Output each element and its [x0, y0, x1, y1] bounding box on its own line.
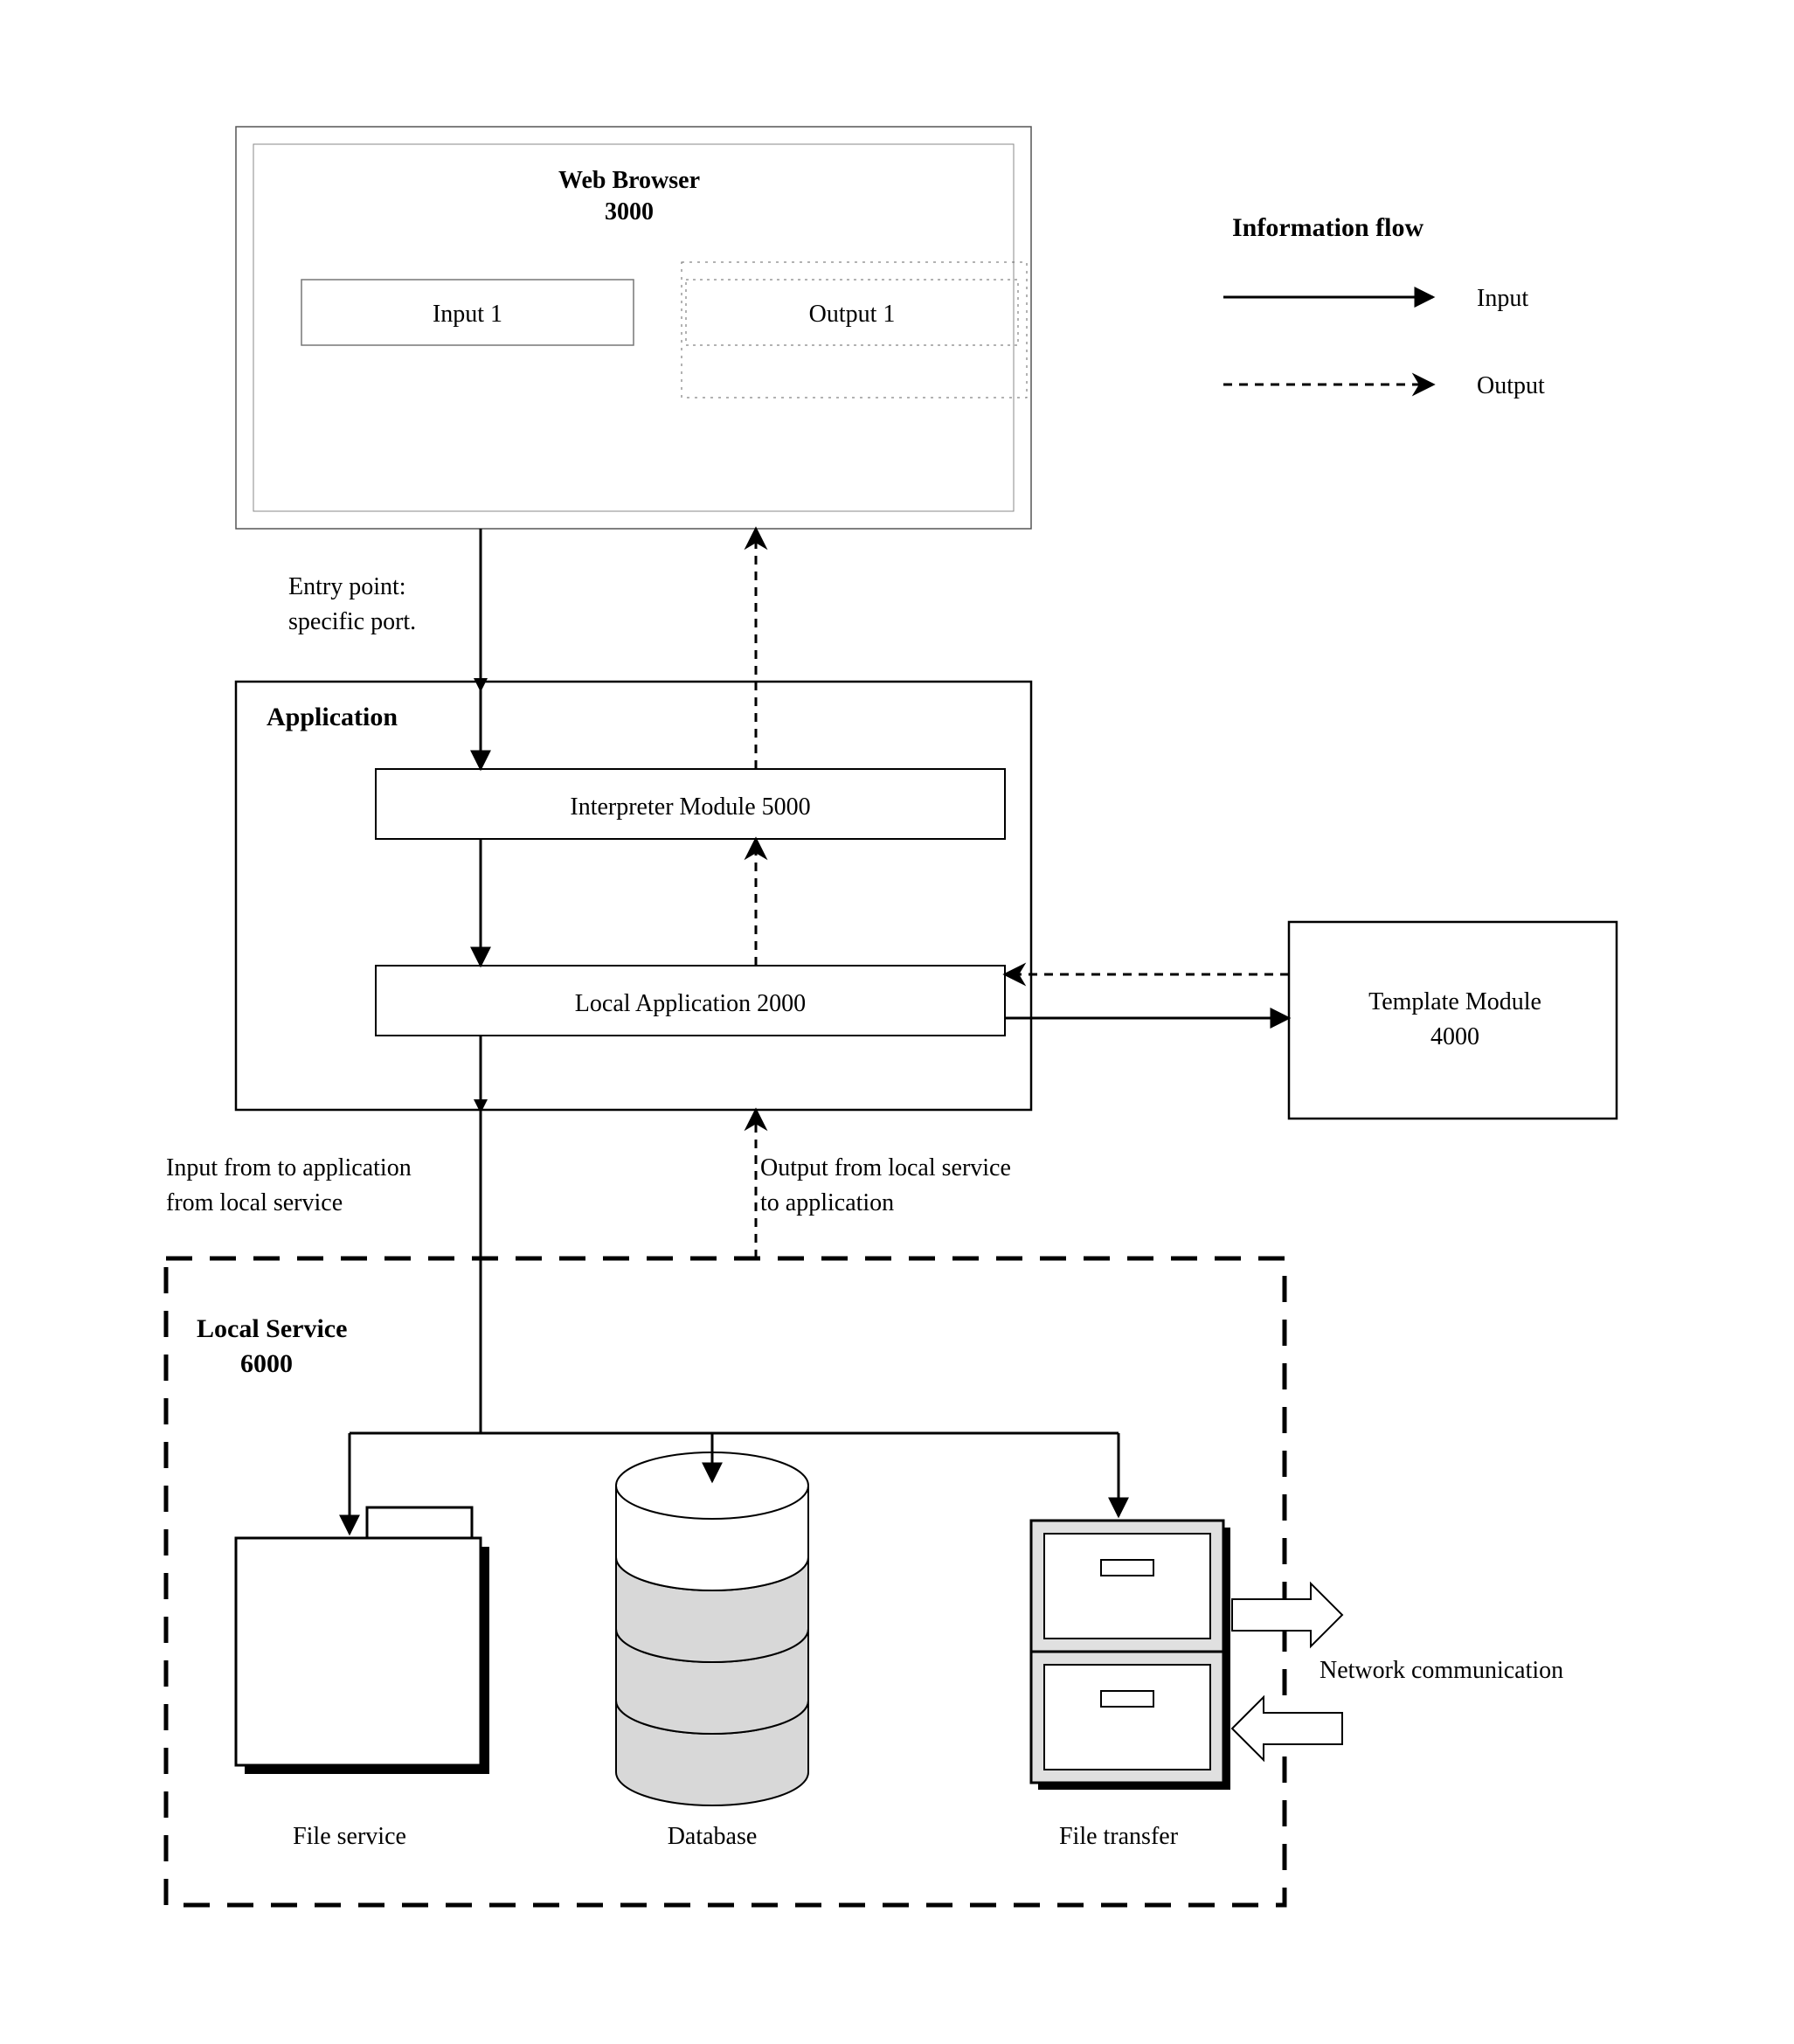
- architecture-diagram: Information flow Input Output Web Browser 30…: [0, 0, 1794, 2044]
- input-1-label: Input 1: [433, 301, 502, 328]
- local-service-title: Local Service: [197, 1314, 347, 1343]
- network-in-arrow-icon: [1232, 1697, 1342, 1760]
- input-from-label-1: Input from to application: [166, 1154, 412, 1181]
- template-module-id: 4000: [1430, 1023, 1479, 1050]
- network-communication-label: Network communication: [1320, 1657, 1563, 1684]
- network-out-arrow-icon: [1232, 1583, 1342, 1646]
- entry-point-label-1: Entry point:: [288, 573, 406, 600]
- input-from-label-2: from local service: [166, 1189, 343, 1216]
- application-box: [236, 682, 1031, 1110]
- file-service-label: File service: [293, 1823, 406, 1850]
- database-label: Database: [668, 1823, 758, 1850]
- output-from-label-1: Output from local service: [760, 1154, 1011, 1181]
- legend-input-label: Input: [1477, 285, 1528, 312]
- legend-output-label: Output: [1477, 372, 1545, 399]
- template-module-title: Template Module: [1368, 988, 1541, 1015]
- local-service-id: 6000: [240, 1349, 293, 1378]
- web-browser-id: 3000: [605, 198, 654, 225]
- local-application-label: Local Application 2000: [575, 990, 806, 1017]
- template-module-box: [1289, 922, 1617, 1119]
- entry-point-label-2: specific port.: [288, 608, 416, 635]
- file-transfer-label: File transfer: [1059, 1823, 1179, 1850]
- interpreter-module-label: Interpreter Module 5000: [570, 793, 810, 821]
- legend-title: Information flow: [1232, 213, 1423, 242]
- web-browser-title: Web Browser: [558, 167, 700, 194]
- output-1-label: Output 1: [809, 301, 896, 328]
- output-from-label-2: to application: [760, 1189, 894, 1216]
- application-title: Application: [267, 703, 398, 731]
